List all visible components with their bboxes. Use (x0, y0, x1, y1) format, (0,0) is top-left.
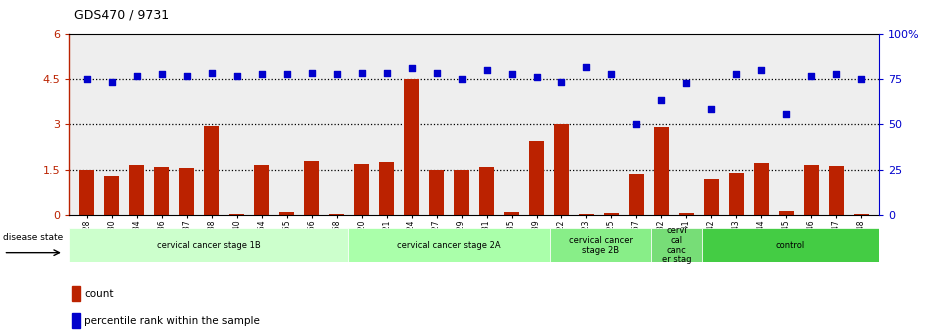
Bar (179, 168, 194, 215)
Bar (729, 173, 744, 215)
Point (429, 70, 444, 76)
Bar (379, 162, 394, 215)
Bar (550, 228, 651, 262)
Text: cervical cancer
stage 2B: cervical cancer stage 2B (569, 236, 633, 255)
Bar (854, 214, 869, 215)
Point (504, 72, 519, 77)
Bar (654, 127, 669, 215)
Bar (454, 170, 469, 215)
Bar (229, 214, 244, 215)
Point (579, 64, 594, 70)
Bar (504, 212, 519, 215)
Bar (348, 228, 550, 262)
Bar (829, 166, 844, 215)
Point (105, 79, 119, 85)
Bar (80, 170, 94, 215)
Point (679, 81, 694, 86)
Text: GDS470 / 9731: GDS470 / 9731 (74, 8, 169, 22)
Bar (404, 79, 419, 215)
Bar (72, 286, 80, 301)
Bar (72, 313, 80, 328)
Point (254, 72, 269, 77)
Bar (354, 164, 369, 215)
Bar (679, 213, 694, 215)
Point (529, 75, 544, 80)
Bar (604, 213, 619, 215)
Text: percentile rank within the sample: percentile rank within the sample (84, 316, 260, 326)
Point (854, 76, 869, 82)
Text: cervical cancer stage 2A: cervical cancer stage 2A (397, 241, 500, 250)
Point (729, 72, 744, 77)
Point (354, 70, 369, 76)
Bar (779, 211, 794, 215)
Point (829, 72, 844, 77)
Bar (304, 161, 319, 215)
Bar (329, 214, 344, 215)
Point (329, 72, 344, 77)
Bar (651, 228, 702, 262)
Bar (754, 163, 769, 215)
Bar (704, 179, 719, 215)
Text: control: control (775, 241, 805, 250)
Bar (702, 228, 879, 262)
Point (804, 73, 819, 79)
Point (554, 79, 569, 85)
Point (130, 73, 144, 79)
Bar (254, 165, 269, 215)
Point (204, 70, 219, 76)
Point (454, 76, 469, 82)
Bar (429, 170, 444, 215)
Bar (279, 212, 294, 215)
Text: cervi
cal
canc
er stag: cervi cal canc er stag (661, 226, 691, 264)
Bar (479, 167, 494, 215)
Point (704, 107, 719, 112)
Point (179, 73, 194, 79)
Point (229, 73, 244, 79)
Point (654, 97, 669, 103)
Point (604, 72, 619, 77)
Bar (629, 174, 644, 215)
Text: count: count (84, 289, 114, 299)
Point (404, 66, 419, 71)
Bar (529, 141, 544, 215)
Point (779, 111, 794, 116)
Text: disease state: disease state (4, 234, 64, 242)
Bar (154, 167, 169, 215)
Point (80, 76, 94, 82)
Point (479, 67, 494, 73)
Bar (554, 124, 569, 215)
Text: cervical cancer stage 1B: cervical cancer stage 1B (156, 241, 260, 250)
Point (379, 70, 394, 76)
Bar (204, 126, 219, 215)
Point (279, 72, 294, 77)
Point (154, 72, 169, 77)
Point (754, 67, 769, 73)
Point (629, 122, 644, 127)
Bar (105, 176, 119, 215)
Point (304, 70, 319, 76)
Bar (804, 165, 819, 215)
Bar (579, 214, 594, 215)
Bar (69, 228, 348, 262)
Bar (130, 165, 144, 215)
